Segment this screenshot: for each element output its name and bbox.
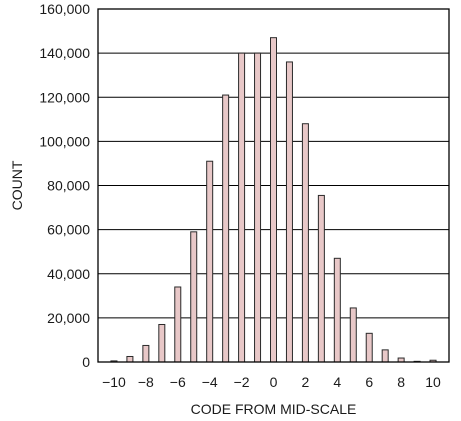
- bar: [285, 61, 293, 363]
- y-tick-label: 20,000: [47, 310, 90, 326]
- y-tick-label: 0: [82, 354, 90, 370]
- x-axis-title: CODE FROM MID-SCALE: [191, 401, 357, 417]
- bar: [142, 344, 150, 363]
- x-tick-label: −4: [202, 374, 218, 390]
- x-tick-label: 0: [270, 374, 278, 390]
- x-tick-label: 8: [397, 374, 405, 390]
- x-tick-label: −2: [234, 374, 250, 390]
- bar: [381, 349, 389, 363]
- x-tick-label: 10: [425, 374, 441, 390]
- plot-frame: [97, 8, 450, 363]
- bar: [270, 37, 277, 363]
- x-tick-labels: −10 −8 −6 −4 −2 0 2 4 6 8 10: [102, 374, 441, 390]
- bar: [206, 160, 214, 363]
- y-tick-label: 140,000: [39, 45, 90, 61]
- x-tick-label: −6: [170, 374, 186, 390]
- y-tick-labels: 0 20,000 40,000 60,000 80,000 100,000 120,000 1…: [39, 1, 90, 370]
- y-tick-label: 120,000: [39, 89, 90, 105]
- x-tick-label: 2: [302, 374, 310, 390]
- y-tick-label: 60,000: [47, 222, 90, 238]
- y-axis-title: COUNT: [9, 160, 25, 210]
- bar: [349, 307, 357, 363]
- y-tick-label: 40,000: [47, 266, 90, 282]
- y-tick-label: 80,000: [47, 178, 90, 194]
- bar: [158, 323, 166, 363]
- bar: [365, 332, 373, 363]
- y-tick-label: 100,000: [39, 133, 90, 149]
- bar: [301, 123, 309, 363]
- x-tick-label: −10: [102, 374, 126, 390]
- bar: [126, 355, 134, 363]
- bar: [222, 94, 230, 363]
- y-tick-label: 160,000: [39, 1, 90, 17]
- bar: [317, 194, 325, 363]
- x-tick-label: −8: [138, 374, 154, 390]
- bar: [174, 286, 182, 363]
- bar: [238, 52, 246, 363]
- x-tick-label: 4: [333, 374, 341, 390]
- bars: [110, 37, 437, 363]
- x-tick-label: 6: [365, 374, 373, 390]
- bar: [254, 52, 262, 363]
- bar: [190, 231, 198, 363]
- bar: [333, 257, 341, 363]
